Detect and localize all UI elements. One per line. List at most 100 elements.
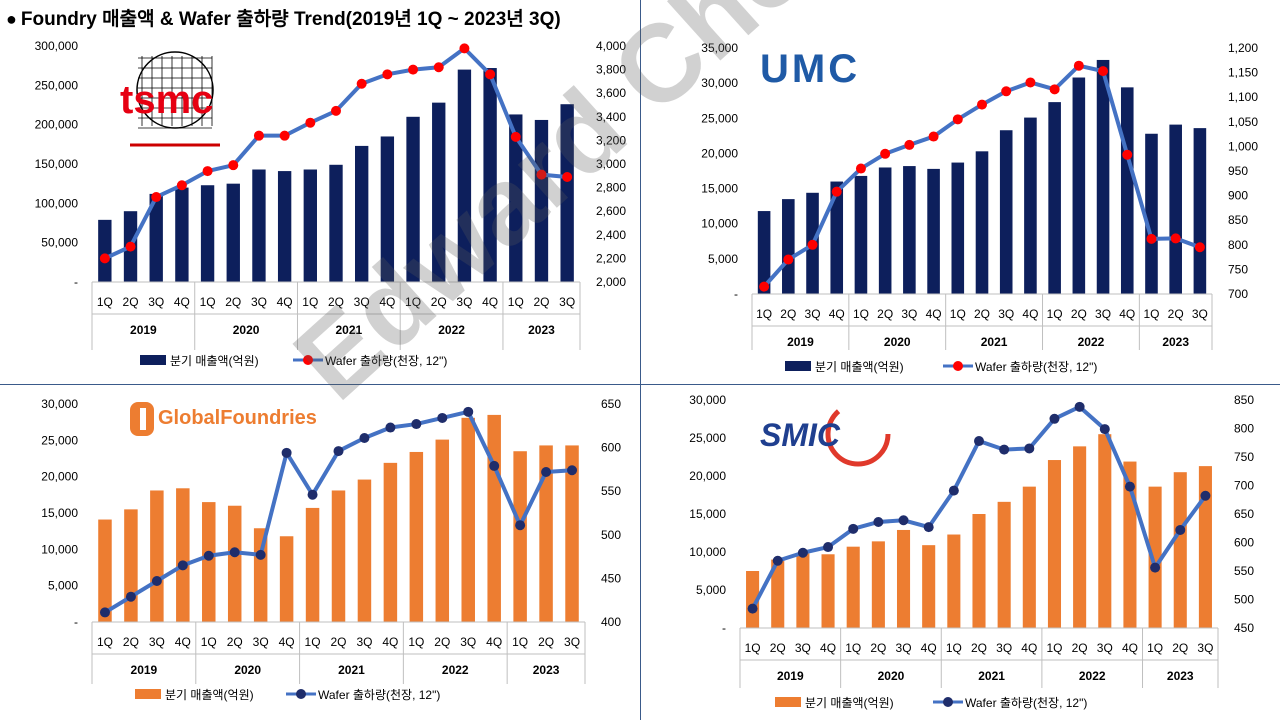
bullet-icon: ● bbox=[6, 9, 17, 29]
category-tick-label: 2Q bbox=[123, 295, 139, 309]
legend-marker-swatch bbox=[943, 697, 953, 707]
left-tick-label: 15,000 bbox=[689, 507, 726, 521]
wafer-shipment-point bbox=[305, 117, 316, 128]
revenue-bar bbox=[975, 151, 989, 294]
wafer-shipment-point bbox=[797, 547, 808, 558]
year-group-label: 2023 bbox=[1167, 669, 1194, 683]
wafer-shipment-point bbox=[783, 254, 794, 265]
wafer-shipment-point bbox=[203, 550, 214, 561]
wafer-shipment-point bbox=[1194, 242, 1205, 253]
wafer-shipment-point bbox=[202, 166, 213, 177]
revenue-bar bbox=[560, 104, 574, 282]
right-tick-label: 1,100 bbox=[1228, 90, 1258, 104]
right-tick-label: 2,400 bbox=[596, 228, 626, 242]
left-tick-label: 300,000 bbox=[35, 39, 79, 53]
wafer-shipment-point bbox=[541, 467, 552, 478]
category-tick-label: 1Q bbox=[302, 295, 318, 309]
wafer-shipment-point bbox=[125, 241, 136, 252]
category-tick-label: 2Q bbox=[780, 307, 796, 321]
category-tick-label: 3Q bbox=[1097, 641, 1113, 655]
right-tick-label: 3,800 bbox=[596, 63, 626, 77]
revenue-bar bbox=[896, 529, 911, 628]
category-tick-label: 3Q bbox=[795, 641, 811, 655]
revenue-bar bbox=[176, 488, 190, 622]
right-tick-label: 450 bbox=[1234, 621, 1254, 635]
right-tick-label: 1,000 bbox=[1228, 139, 1258, 153]
category-tick-label: 4Q bbox=[277, 295, 293, 309]
right-tick-label: 850 bbox=[1228, 213, 1248, 227]
left-tick-label: 5,000 bbox=[708, 252, 738, 266]
revenue-bar bbox=[175, 187, 189, 282]
wafer-shipment-point bbox=[952, 114, 963, 125]
left-tick-label: 10,000 bbox=[41, 542, 78, 556]
category-tick-label: 1Q bbox=[97, 295, 113, 309]
revenue-bar bbox=[1024, 117, 1037, 294]
category-tick-label: 3Q bbox=[896, 641, 912, 655]
category-tick-label: 3Q bbox=[1192, 307, 1208, 321]
revenue-bar bbox=[782, 199, 795, 294]
wafer-shipment-point bbox=[151, 576, 162, 587]
left-tick-label: 15,000 bbox=[41, 506, 78, 520]
right-tick-label: 700 bbox=[1234, 479, 1254, 493]
right-tick-label: 550 bbox=[601, 484, 621, 498]
revenue-bar bbox=[329, 164, 343, 282]
revenue-bar bbox=[830, 181, 844, 294]
revenue-bar bbox=[927, 168, 940, 294]
revenue-bar bbox=[305, 507, 320, 622]
right-tick-label: 550 bbox=[1234, 564, 1254, 578]
right-tick-label: 1,050 bbox=[1228, 115, 1258, 129]
wafer-shipment-point bbox=[904, 139, 915, 150]
category-tick-label: 2Q bbox=[1072, 641, 1088, 655]
wafer-shipment-point bbox=[831, 186, 842, 197]
wafer-shipment-point bbox=[485, 69, 496, 80]
legend-marker-swatch bbox=[303, 355, 313, 365]
category-tick-label: 1Q bbox=[201, 635, 217, 649]
year-group-label: 2022 bbox=[1079, 669, 1106, 683]
wafer-shipment-point bbox=[928, 131, 939, 142]
wafer-shipment-point bbox=[873, 516, 884, 527]
umc-chart: - 5,000 10,000 15,000 20,000 25,000 30,000 35,0… bbox=[701, 41, 1258, 374]
wafer-shipment-point bbox=[1122, 149, 1133, 160]
revenue-bar bbox=[509, 114, 523, 282]
right-tick-label: 950 bbox=[1228, 164, 1248, 178]
category-tick-label: 4Q bbox=[382, 635, 398, 649]
wafer-shipment-point bbox=[898, 515, 909, 526]
revenue-bar bbox=[539, 445, 553, 622]
wafer-shipment-point bbox=[333, 446, 344, 457]
right-tick-label: 500 bbox=[1234, 593, 1254, 607]
category-tick-label: 2Q bbox=[1071, 307, 1087, 321]
legend-bar-swatch bbox=[775, 697, 801, 707]
wafer-shipment-point bbox=[1049, 413, 1060, 424]
right-tick-label: 2,200 bbox=[596, 251, 626, 265]
wafer-shipment-point bbox=[823, 542, 834, 553]
wafer-shipment-point bbox=[747, 603, 758, 614]
revenue-bar bbox=[98, 219, 112, 282]
category-tick-label: 4Q bbox=[1022, 307, 1038, 321]
left-tick-label: 250,000 bbox=[35, 78, 79, 92]
revenue-bar bbox=[1173, 472, 1187, 628]
revenue-bar bbox=[487, 414, 501, 622]
legend-revenue-label: 분기 매출액(억원) bbox=[815, 360, 904, 374]
category-tick-label: 2Q bbox=[434, 635, 450, 649]
category-tick-label: 4Q bbox=[1119, 307, 1135, 321]
revenue-bar bbox=[771, 559, 785, 628]
wafer-shipment-point bbox=[1074, 401, 1085, 412]
revenue-bar bbox=[277, 171, 292, 282]
category-tick-label: 2Q bbox=[533, 295, 549, 309]
revenue-bar bbox=[871, 541, 885, 628]
left-tick-label: 30,000 bbox=[701, 76, 738, 90]
right-tick-label: 4,000 bbox=[596, 39, 626, 53]
year-group-label: 2020 bbox=[878, 669, 905, 683]
wafer-shipment-point bbox=[807, 239, 818, 250]
right-tick-label: 500 bbox=[601, 528, 621, 542]
revenue-bar bbox=[903, 166, 916, 294]
category-tick-label: 3Q bbox=[354, 295, 370, 309]
category-tick-label: 1Q bbox=[1147, 641, 1163, 655]
category-tick-label: 2Q bbox=[1172, 641, 1188, 655]
right-tick-label: 750 bbox=[1228, 262, 1248, 276]
left-tick-label: 25,000 bbox=[41, 433, 78, 447]
revenue-bar bbox=[200, 185, 215, 282]
wafer-shipment-point bbox=[255, 549, 266, 560]
left-tick-label: 30,000 bbox=[689, 393, 726, 407]
revenue-bar bbox=[409, 451, 424, 622]
